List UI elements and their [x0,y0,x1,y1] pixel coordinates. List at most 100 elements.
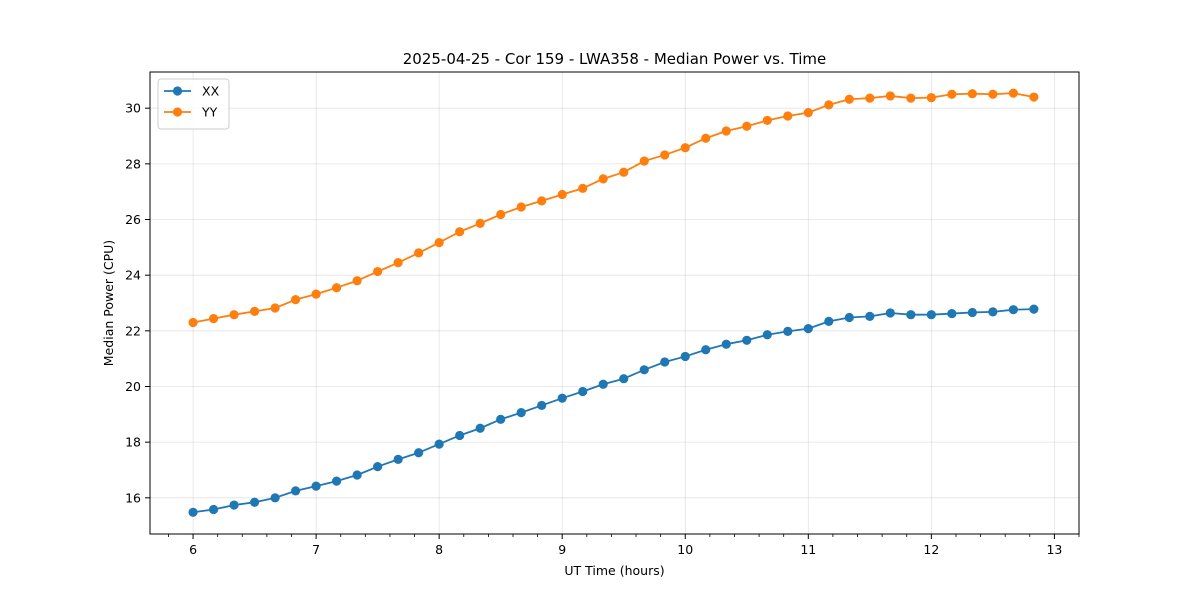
y-axis-label: Median Power (CPU) [101,240,116,366]
y-tick-label: 28 [125,156,141,171]
data-point-yy [208,313,219,324]
axis-ticks: 6 7 8 9 10 11 12 13 16 18 20 22 24 26 28 30 [125,101,1080,557]
data-point-xx [762,330,772,340]
legend-marker-xx [172,86,183,96]
x-tick-label: 6 [189,542,197,557]
data-point-xx [578,386,588,397]
data-point-yy [537,196,547,206]
data-point-xx [291,486,301,496]
data-point-xx [824,316,834,326]
data-point-yy [496,209,506,220]
legend-label-xx: XX [202,84,220,99]
data-point-yy [557,189,567,200]
chart-title: 2025-04-25 - Cor 159 - LWA358 - Median P… [403,50,827,68]
data-point-yy [188,317,198,328]
data-point-yy [598,174,608,184]
legend-label-yy: YY [201,105,218,120]
data-point-yy [701,133,711,143]
y-tick-label: 22 [125,323,141,338]
data-point-xx [906,310,916,320]
x-tick-label: 12 [923,542,939,557]
y-tick-label: 30 [125,101,141,116]
data-point-xx [393,454,403,465]
x-tick-label: 8 [435,542,443,557]
legend: XX YY [157,78,230,130]
data-point-xx [1008,305,1018,315]
data-point-yy [906,93,916,103]
data-point-xx [947,308,957,319]
data-point-xx [516,408,526,418]
y-tick-label: 18 [125,435,141,450]
legend-marker-yy [172,107,183,117]
data-point-xx [249,497,260,507]
data-point-yy [639,156,649,166]
data-point-xx [1029,304,1039,314]
x-tick-label: 9 [558,542,566,557]
data-point-xx [311,481,321,491]
data-point-yy [249,306,260,316]
data-point-yy [803,108,813,118]
data-point-yy [967,89,977,99]
data-point-yy [844,94,854,104]
y-tick-label: 20 [125,379,141,394]
data-point-yy [762,115,772,126]
data-point-xx [496,414,506,424]
data-point-xx [926,310,936,320]
data-point-xx [455,430,465,441]
data-point-yy [475,218,485,229]
data-point-xx [988,307,998,317]
data-point-yy [660,150,670,160]
data-point-yy [824,100,834,110]
data-point-xx [865,311,875,321]
x-tick-label: 13 [1046,542,1062,557]
data-point-yy [1029,92,1039,102]
x-tick-label: 7 [312,542,320,557]
data-point-xx [680,351,690,362]
plot-frame [149,71,1080,535]
x-tick-label: 11 [800,542,816,557]
data-point-yy [680,143,690,153]
data-point-yy [434,238,444,248]
data-point-xx [373,462,383,472]
data-point-yy [393,258,403,268]
data-point-xx [352,470,362,480]
y-tick-label: 26 [125,212,141,227]
data-point-xx [619,374,629,384]
data-point-yy [229,310,239,320]
data-point-xx [885,308,895,318]
data-point-yy [1008,88,1018,98]
data-point-xx [844,312,854,323]
data-point-yy [578,183,588,193]
data-point-xx [721,339,731,349]
data-point-yy [352,276,362,286]
data-point-yy [373,266,383,277]
data-point-xx [332,476,342,486]
data-point-yy [332,283,342,293]
data-point-yy [455,227,465,237]
data-point-yy [865,93,875,103]
data-point-xx [803,324,813,334]
data-point-xx [557,393,567,403]
data-point-xx [783,326,793,336]
x-tick-label: 10 [677,542,693,557]
data-point-yy [270,303,280,313]
data-point-xx [475,423,485,433]
data-point-xx [742,335,752,345]
data-point-xx [639,365,649,375]
data-series [188,88,1039,517]
x-axis-label: UT Time (hours) [564,563,664,578]
data-point-yy [742,121,752,131]
data-point-xx [188,507,198,517]
data-point-xx [414,448,424,458]
data-point-xx [270,493,280,503]
data-point-yy [619,167,629,177]
data-point-xx [598,379,608,389]
grid-lines [150,72,1079,534]
data-point-xx [537,400,547,411]
data-point-yy [783,111,793,121]
data-point-xx [229,500,239,510]
data-point-yy [414,248,424,258]
data-point-xx [660,357,670,367]
y-tick-label: 24 [125,268,141,283]
